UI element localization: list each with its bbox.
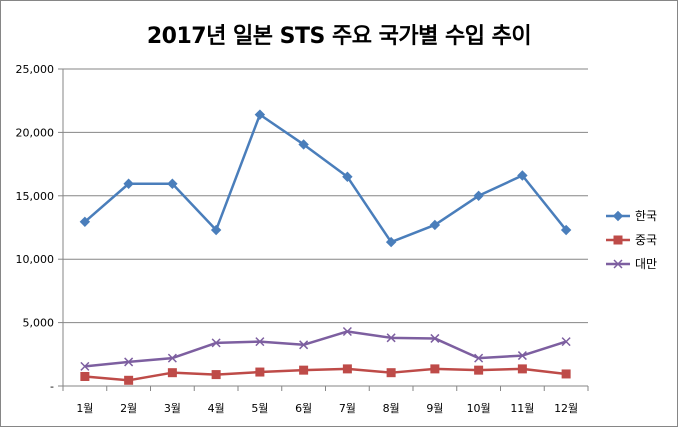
data-point-marker [167,368,177,378]
data-point-marker [124,357,134,367]
data-point-marker [254,109,266,120]
x-tick-label: 9월 [426,402,443,415]
series-layer [79,109,572,385]
legend-item: 중국 [606,233,657,247]
y-tick-label: 20,000 [16,126,55,139]
data-point-marker [517,364,527,374]
x-tick-label: 11월 [510,402,534,415]
gridlines [63,68,588,324]
data-point-marker [167,178,178,189]
x-tick-label: 12월 [554,402,578,415]
data-point-marker [429,219,441,231]
data-point-marker [385,236,397,248]
data-point-marker [342,364,352,374]
x-tick-label: 4월 [208,402,225,415]
marker-stroke [561,337,571,347]
data-point-marker [612,210,624,222]
series-2 [80,364,571,385]
y-tick-label: - [50,380,54,393]
data-point-marker [80,371,90,381]
data-point-marker [474,353,484,363]
data-point-marker [560,224,572,236]
y-tick-label: 25,000 [16,63,55,76]
marker-stroke [124,357,134,367]
data-point-marker [299,365,309,375]
data-point-marker [255,367,265,377]
marker-stroke [80,361,90,371]
data-point-marker [210,224,222,236]
chart-title: 2017년 일본 STS 주요 국가별 수입 추이 [146,24,532,49]
x-tick-label: 7월 [339,402,356,415]
series-3 [80,326,571,371]
data-point-marker [386,333,396,343]
axes [58,68,589,391]
data-point-marker [167,353,177,363]
data-point-marker [517,170,528,181]
data-point-marker [342,326,352,337]
data-point-marker [561,369,571,379]
series-line [84,367,567,382]
marker-stroke [613,259,623,269]
data-point-marker [299,340,309,350]
x-axis-ticks: 1월 2월 3월 4월 5월 6월 7월 8월 9월 10월 11월 12월 [76,402,578,415]
y-tick-label: 15,000 [16,190,55,203]
legend-label: 한국 [635,209,657,223]
marker-stroke [342,326,352,337]
marker-stroke [386,333,396,343]
marker-stroke [474,353,484,363]
marker-stroke [430,333,440,343]
data-point-marker [298,139,309,150]
marker-stroke [299,340,309,350]
data-point-marker [386,368,396,378]
data-point-marker [211,338,221,348]
series-1 [79,109,572,248]
x-tick-label: 1월 [76,402,93,415]
y-axis-ticks: - 5,000 10,000 15,000 20,000 25,000 [16,63,55,393]
marker-stroke [167,353,177,363]
y-tick-label: 10,000 [16,253,55,266]
data-point-marker [613,259,623,269]
data-point-marker [430,333,440,343]
series-line [84,113,568,244]
marker-stroke [255,337,265,347]
data-point-marker [211,370,221,380]
data-point-marker [79,216,91,228]
data-point-marker [342,171,353,182]
data-point-marker [124,375,134,385]
legend-label: 중국 [635,233,657,247]
data-point-marker [430,364,440,374]
x-tick-label: 5월 [251,402,268,415]
legend-item: 한국 [606,209,657,223]
series-line [84,330,567,368]
legend-label: 대만 [635,257,657,271]
x-tick-label: 8월 [383,402,400,415]
data-point-marker [561,337,571,347]
data-point-marker [473,190,484,202]
marker-stroke [211,338,221,348]
x-tick-label: 6월 [295,402,312,415]
marker-stroke [517,351,527,361]
legend-item: 대만 [606,257,657,271]
x-tick-label: 2월 [120,402,137,415]
y-tick-label: 5,000 [23,317,55,330]
data-point-marker [123,178,134,189]
x-tick-label: 3월 [164,402,181,415]
data-point-marker [255,337,265,347]
data-point-marker [613,235,623,245]
data-point-marker [517,351,527,361]
data-point-marker [474,365,484,375]
data-point-marker [80,361,90,371]
x-tick-label: 10월 [467,402,491,415]
